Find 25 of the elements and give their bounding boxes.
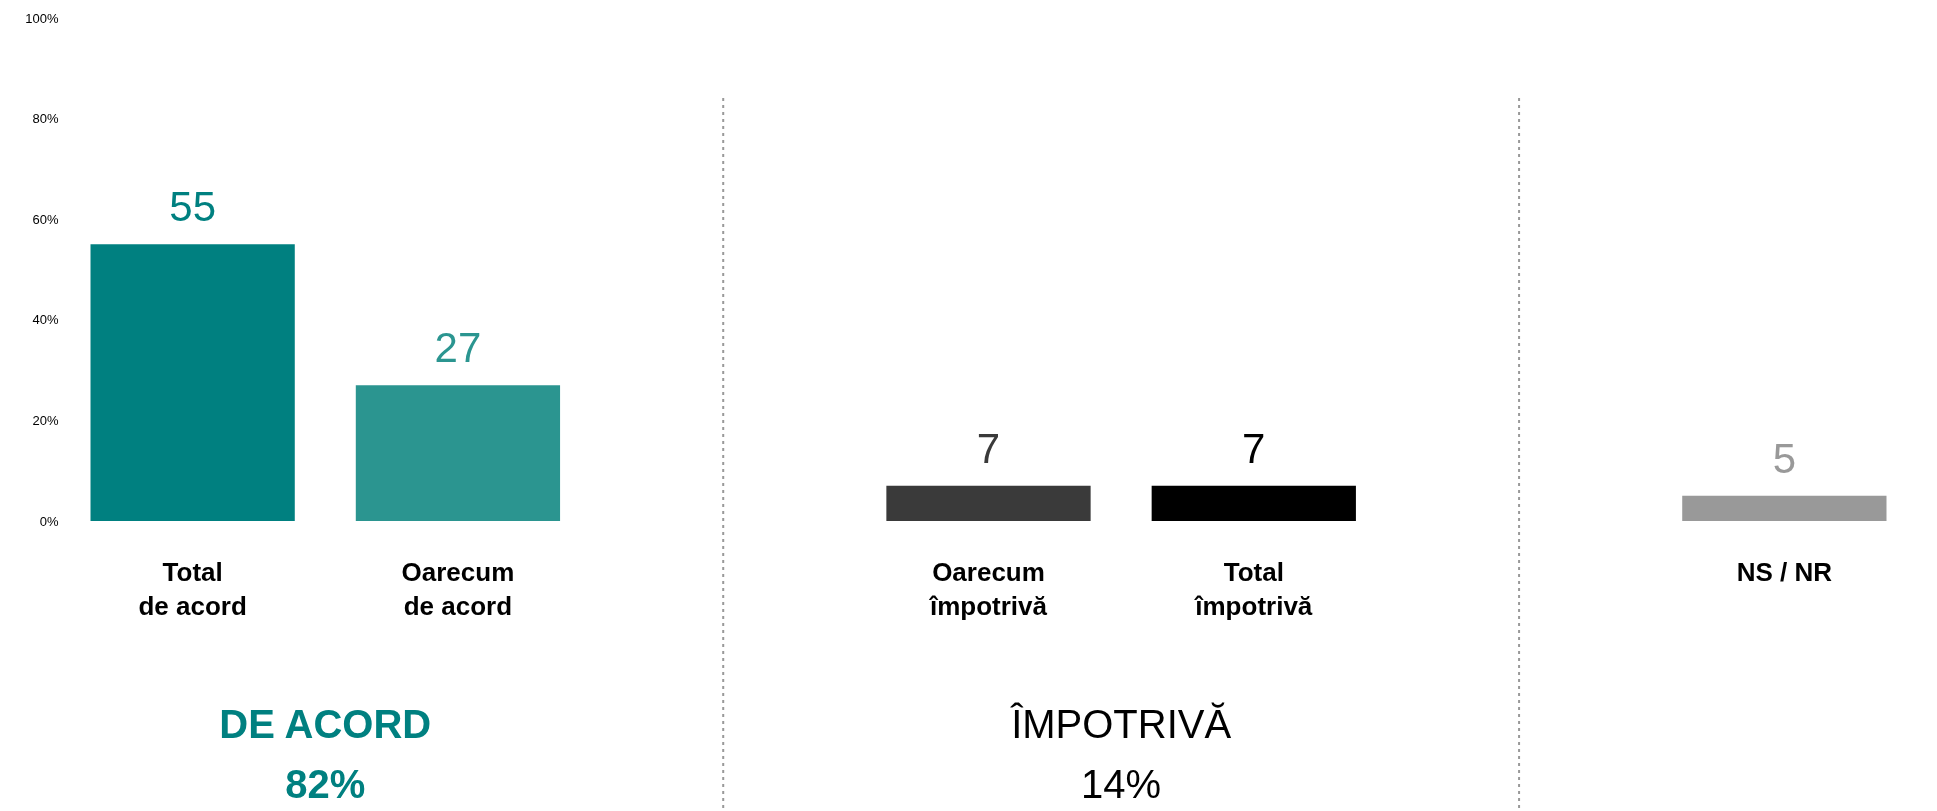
x-tick-label: Total împotrivă <box>1193 556 1313 621</box>
data-label: 27 <box>434 324 482 372</box>
data-label: 7 <box>976 424 1001 472</box>
text: 82% <box>285 762 366 807</box>
x-tick-label: Oarecum de acord <box>401 556 515 621</box>
y-tick-label: 20% <box>32 412 59 428</box>
text: 14% <box>1081 762 1162 807</box>
x-tick-label: NS / NR <box>1736 556 1833 587</box>
x-tick-label: Total de acord <box>138 556 247 621</box>
bar <box>90 244 295 521</box>
bar <box>1151 485 1356 521</box>
bar <box>1682 495 1887 521</box>
bar <box>355 385 561 521</box>
text: DE ACORD <box>219 702 432 747</box>
y-tick-label: 100% <box>25 10 59 26</box>
data-label: 5 <box>1772 434 1797 482</box>
data-label: 7 <box>1242 424 1266 472</box>
bar <box>886 485 1091 521</box>
y-tick-label: 60% <box>32 211 59 227</box>
text: ÎMPOTRIVĂ <box>1011 702 1232 747</box>
data-label: 55 <box>169 183 216 231</box>
y-tick-label: 80% <box>32 111 59 127</box>
x-tick-label: Oarecum împotrivă <box>927 556 1048 621</box>
y-tick-label: 40% <box>32 312 59 328</box>
y-tick-label: 0% <box>39 513 59 529</box>
